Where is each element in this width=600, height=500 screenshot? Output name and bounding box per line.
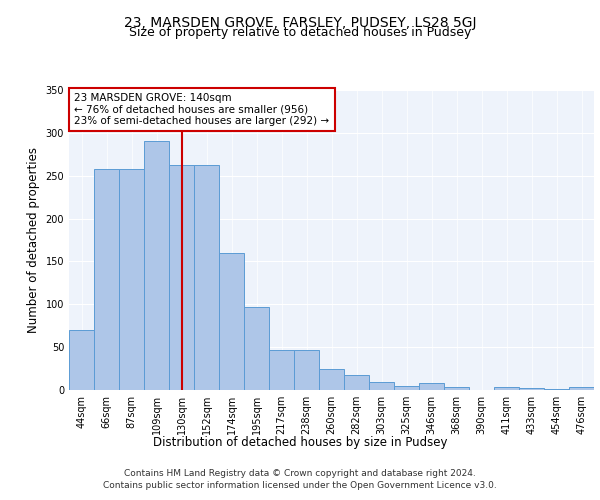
Bar (169, 166, 194, 390)
Bar (294, 350, 319, 390)
Bar (244, 307, 269, 390)
Text: Size of property relative to detached houses in Pudsey: Size of property relative to detached ho… (129, 26, 471, 39)
Bar (69, 330, 94, 390)
Bar (119, 169, 144, 390)
Bar (344, 376, 369, 390)
Bar (419, 383, 444, 390)
Text: Contains public sector information licensed under the Open Government Licence v3: Contains public sector information licen… (103, 482, 497, 490)
Text: Distribution of detached houses by size in Pudsey: Distribution of detached houses by size … (153, 436, 447, 449)
Y-axis label: Number of detached properties: Number of detached properties (27, 147, 40, 333)
Bar (194, 166, 219, 390)
Bar (494, 386, 519, 390)
Text: 23 MARSDEN GROVE: 140sqm
← 76% of detached houses are smaller (956)
23% of semi-: 23 MARSDEN GROVE: 140sqm ← 76% of detach… (74, 93, 329, 126)
Text: 23, MARSDEN GROVE, FARSLEY, PUDSEY, LS28 5GJ: 23, MARSDEN GROVE, FARSLEY, PUDSEY, LS28… (124, 16, 476, 30)
Bar (394, 386, 419, 390)
Bar (319, 368, 344, 390)
Bar (94, 169, 119, 390)
Bar (544, 389, 569, 390)
Bar (519, 388, 544, 390)
Bar (444, 386, 469, 390)
Bar (219, 253, 244, 390)
Bar (369, 382, 394, 390)
Bar (144, 142, 169, 390)
Bar (569, 388, 594, 390)
Bar (269, 350, 294, 390)
Text: Contains HM Land Registry data © Crown copyright and database right 2024.: Contains HM Land Registry data © Crown c… (124, 470, 476, 478)
